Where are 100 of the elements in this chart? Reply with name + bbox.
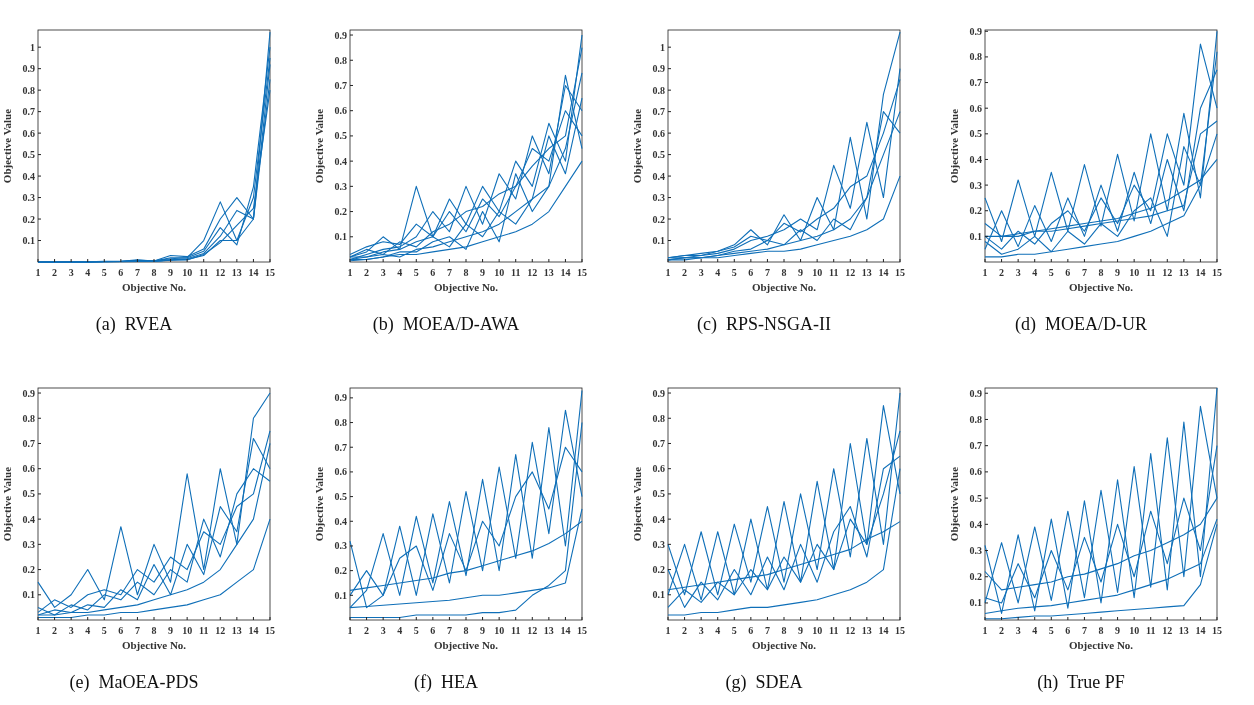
y-tick-label: 0.4	[969, 153, 982, 165]
x-tick-label: 14	[248, 267, 259, 278]
x-tick-label: 9	[168, 625, 174, 636]
y-tick-label: 0.4	[22, 170, 35, 182]
x-tick-label: 10	[494, 625, 505, 636]
y-tick-label: 0.6	[334, 466, 347, 478]
x-tick-label: 8	[781, 625, 787, 636]
y-tick-label: 0.5	[652, 149, 665, 161]
y-tick-label: 0.1	[969, 230, 982, 242]
x-tick-label: 5	[731, 625, 737, 636]
y-tick-label: 0.9	[334, 29, 347, 41]
x-tick-label: 8	[1098, 625, 1104, 636]
y-tick-label: 0.2	[969, 205, 982, 217]
x-tick-label: 15	[895, 625, 905, 636]
y-tick-label: 0.5	[969, 128, 982, 140]
x-tick-label: 7	[446, 267, 452, 278]
y-axis-title: Objective Value	[1, 466, 13, 542]
x-tick-label: 13	[861, 625, 872, 636]
y-tick-label: 0.6	[652, 463, 665, 475]
x-tick-label: 13	[1178, 625, 1189, 636]
y-tick-label: 0.1	[652, 589, 665, 601]
x-tick-label: 10	[182, 267, 193, 278]
x-axis-title: Objective No.	[433, 639, 499, 651]
y-tick-label: 0.4	[969, 518, 982, 530]
x-tick-label: 9	[480, 267, 486, 278]
y-tick-label: 0.5	[334, 130, 347, 142]
y-tick-label: 0.7	[969, 77, 982, 89]
x-tick-label: 14	[560, 267, 571, 278]
y-tick-label: 0.9	[22, 387, 35, 399]
text: (f) HEA	[414, 672, 478, 693]
x-axis-title: Objective No.	[1068, 281, 1134, 293]
y-tick-label: 0.7	[652, 106, 665, 118]
y-tick-label: 0.9	[22, 63, 35, 75]
x-tick-label: 15	[265, 267, 275, 278]
x-tick-label: 3	[380, 267, 386, 278]
x-tick-label: 8	[463, 625, 469, 636]
y-tick-label: 0.7	[22, 106, 35, 118]
y-tick-label: 0.8	[334, 417, 347, 429]
x-tick-label: 6	[118, 625, 124, 636]
x-tick-label: 13	[1178, 267, 1189, 278]
x-tick-label: 6	[430, 625, 436, 636]
x-tick-label: 15	[265, 625, 275, 636]
x-tick-label: 6	[430, 267, 436, 278]
y-tick-label: 0.4	[22, 513, 35, 525]
x-tick-label: 15	[1212, 267, 1222, 278]
x-tick-label: 6	[748, 625, 754, 636]
y-tick-label: 1	[30, 41, 35, 53]
x-tick-label: 2	[999, 625, 1005, 636]
y-axis-title: Objective Value	[948, 466, 960, 542]
x-tick-label: 3	[698, 625, 704, 636]
x-tick-label: 2	[364, 625, 370, 636]
x-tick-label: 7	[1081, 625, 1087, 636]
x-tick-label: 9	[168, 267, 174, 278]
y-axis-title: Objective Value	[1, 108, 13, 184]
y-tick-label: 0.4	[652, 170, 665, 182]
y-tick-label: 0.5	[969, 492, 982, 504]
y-tick-label: 0.7	[969, 440, 982, 452]
x-tick-label: 9	[1115, 267, 1121, 278]
y-axis-title: Objective Value	[313, 108, 325, 184]
y-axis-title: Objective Value	[631, 466, 643, 542]
x-tick-label: 12	[1162, 267, 1173, 278]
y-tick-label: 0.1	[22, 235, 35, 247]
x-tick-label: 6	[1065, 625, 1071, 636]
x-axis-title: Objective No.	[121, 281, 187, 293]
x-tick-label: 12	[215, 625, 226, 636]
x-tick-label: 2	[682, 267, 688, 278]
x-tick-label: 3	[68, 625, 74, 636]
y-tick-label: 0.1	[652, 235, 665, 247]
text: (b) MOEA/D-AWA	[372, 314, 520, 335]
x-tick-label: 9	[798, 267, 804, 278]
x-tick-label: 15	[577, 267, 587, 278]
x-tick-label: 4	[85, 625, 91, 636]
y-tick-label: 0.8	[969, 413, 982, 425]
x-tick-label: 10	[494, 267, 505, 278]
text: (c) RPS-NSGA-II	[697, 314, 831, 335]
x-tick-label: 5	[101, 625, 107, 636]
y-tick-label: 0.8	[22, 412, 35, 424]
x-tick-label: 9	[480, 625, 486, 636]
x-tick-label: 3	[1015, 625, 1021, 636]
x-tick-label: 4	[715, 267, 721, 278]
x-tick-label: 2	[52, 267, 58, 278]
x-tick-label: 4	[397, 625, 403, 636]
y-tick-label: 0.3	[969, 545, 982, 557]
x-tick-label: 3	[1015, 267, 1021, 278]
x-tick-label: 7	[1081, 267, 1087, 278]
x-tick-label: 4	[85, 267, 91, 278]
x-tick-label: 10	[1129, 625, 1140, 636]
x-tick-label: 5	[413, 267, 419, 278]
y-tick-label: 0.2	[652, 564, 665, 576]
x-tick-label: 8	[151, 267, 157, 278]
x-tick-label: 3	[380, 625, 386, 636]
x-tick-label: 14	[1195, 625, 1206, 636]
x-tick-label: 14	[248, 625, 259, 636]
y-axis-title: Objective Value	[631, 108, 643, 184]
x-tick-label: 12	[845, 267, 856, 278]
x-tick-label: 6	[118, 267, 124, 278]
x-tick-label: 12	[527, 625, 538, 636]
x-tick-label: 4	[715, 625, 721, 636]
x-tick-label: 7	[134, 267, 140, 278]
x-tick-label: 14	[560, 625, 571, 636]
